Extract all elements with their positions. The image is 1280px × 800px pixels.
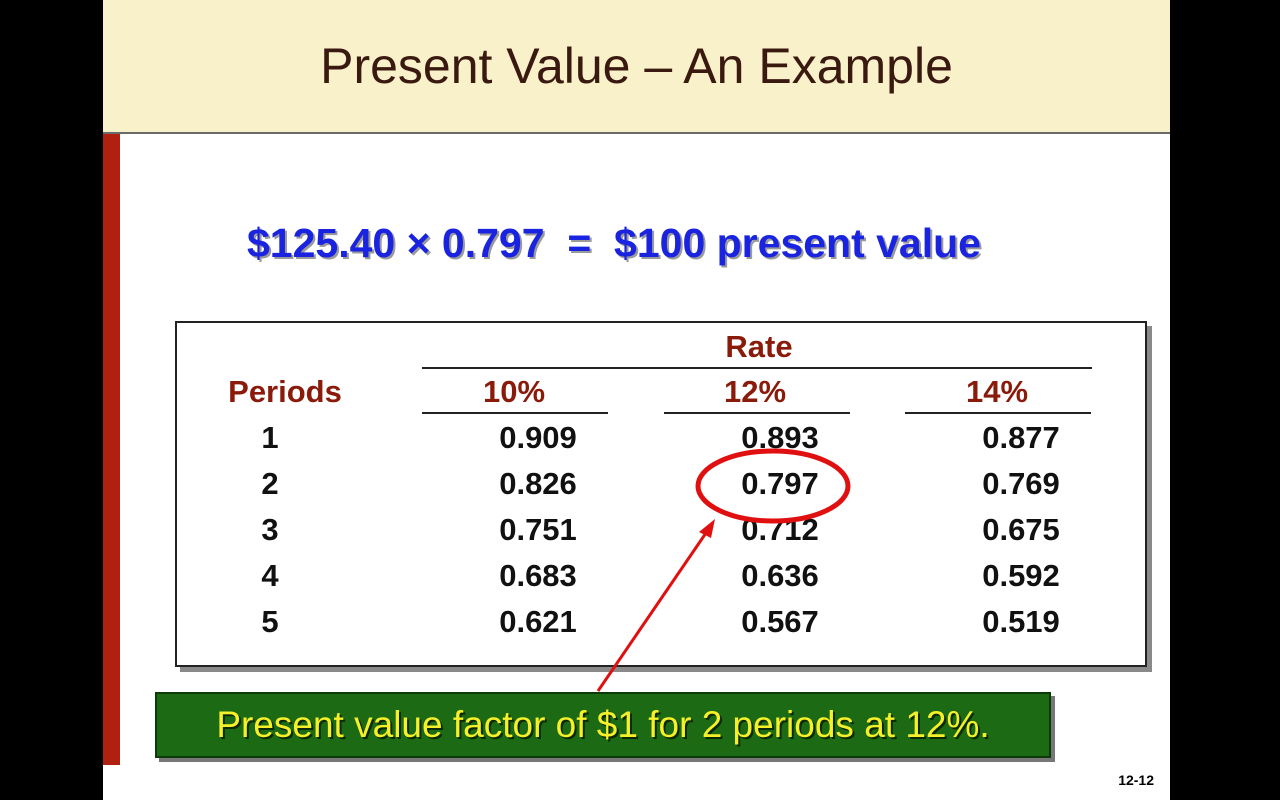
- factor: 0.675: [982, 512, 1060, 547]
- callout: Present value factor of $1 for 2 periods…: [155, 692, 1051, 758]
- arrow-line: [596, 529, 710, 692]
- factor: 0.751: [499, 512, 577, 547]
- column-header: 14%: [965, 374, 1029, 409]
- rule: [422, 412, 608, 414]
- slide-title: Present Value – An Example: [320, 38, 953, 94]
- factor: 0.636: [741, 558, 819, 593]
- rule: [664, 412, 850, 414]
- period: 1: [261, 420, 279, 455]
- equation: $125.40 × 0.797 = $100 present value: [247, 220, 981, 266]
- factor: 0.877: [982, 420, 1060, 455]
- arrow-head: [699, 519, 715, 538]
- factor: 0.592: [982, 558, 1060, 593]
- factor: 0.621: [499, 604, 577, 639]
- period: 5: [261, 604, 279, 639]
- column-header: 10%: [482, 374, 546, 409]
- factor: 0.519: [982, 604, 1060, 639]
- group-label: Rate: [725, 329, 793, 364]
- slide: Present Value – An Example $125.40 × 0.7…: [103, 0, 1170, 800]
- pv-table: Rate Periods 10% 12% 14% 1 0.909 0.893 0.877 2 0…: [175, 321, 1147, 667]
- column-header: 12%: [723, 374, 787, 409]
- row-label: Periods: [228, 374, 342, 409]
- factor: 0.769: [982, 466, 1060, 501]
- title-band: Present Value – An Example: [103, 0, 1170, 134]
- factor: 0.826: [499, 466, 577, 501]
- rule: [905, 412, 1091, 414]
- highlight-ellipse: [695, 448, 851, 524]
- page-number: 12-12: [1118, 772, 1154, 788]
- factor: 0.567: [741, 604, 819, 639]
- period: 2: [261, 466, 279, 501]
- factor: 0.909: [499, 420, 577, 455]
- accent-bar: [103, 134, 120, 765]
- period: 4: [261, 558, 279, 593]
- period: 3: [261, 512, 279, 547]
- factor: 0.683: [499, 558, 577, 593]
- factor: 0.797: [741, 466, 819, 501]
- rule: [422, 367, 1092, 369]
- annotation: [596, 448, 851, 692]
